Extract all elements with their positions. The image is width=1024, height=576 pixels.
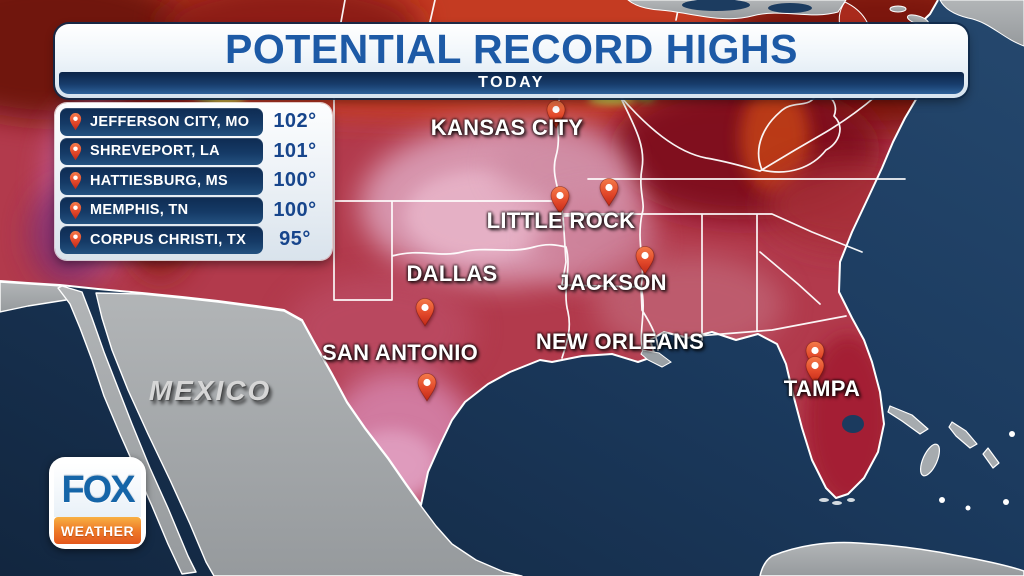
location-pin-icon bbox=[544, 99, 568, 129]
temperature-value: 101° bbox=[273, 139, 317, 162]
mississippi-delta bbox=[640, 349, 672, 368]
location-pin-icon bbox=[69, 172, 82, 190]
location-pin-icon bbox=[803, 355, 827, 385]
list-item: SHREVEPORT, LA 101° bbox=[60, 137, 327, 165]
location-pin-icon bbox=[597, 177, 621, 207]
city-pill: HATTIESBURG, MS bbox=[60, 167, 263, 195]
map-label-little-rock: LITTLE ROCK bbox=[486, 208, 636, 233]
city-name: HATTIESBURG, MS bbox=[90, 172, 228, 189]
us-coastline bbox=[0, 0, 939, 506]
subtitle-bar: TODAY bbox=[59, 72, 964, 94]
location-pin-icon bbox=[803, 340, 827, 370]
map-label-tampa: TAMPA bbox=[783, 376, 861, 401]
map-label-jackson: JACKSON bbox=[557, 270, 667, 295]
temperature-value: 102° bbox=[273, 110, 317, 133]
fox-weather-logo: FOX WEATHER bbox=[49, 457, 146, 549]
list-item: HATTIESBURG, MS 100° bbox=[60, 167, 327, 195]
city-name: JEFFERSON CITY, MO bbox=[90, 113, 250, 130]
location-pin-icon bbox=[633, 245, 657, 275]
baja-california bbox=[57, 285, 197, 575]
location-pin-icon bbox=[69, 201, 82, 219]
city-pill: SHREVEPORT, LA bbox=[60, 137, 263, 165]
location-pin-icon bbox=[548, 185, 572, 215]
record-highs-panel: JEFFERSON CITY, MO 102° SHREVEPORT, LA 1… bbox=[55, 103, 332, 260]
city-pill: JEFFERSON CITY, MO bbox=[60, 108, 263, 136]
list-item: CORPUS CHRISTI, TX 95° bbox=[60, 226, 327, 254]
temperature-value: 95° bbox=[279, 228, 311, 251]
page-title: POTENTIAL RECORD HIGHS bbox=[225, 26, 798, 72]
map-label-mexico: MEXICO bbox=[148, 375, 272, 406]
logo-division-text: WEATHER bbox=[54, 517, 141, 544]
location-pin-icon bbox=[415, 372, 439, 402]
mexico-landmass bbox=[0, 281, 523, 576]
lake-okeechobee bbox=[842, 415, 864, 433]
list-item: JEFFERSON CITY, MO 102° bbox=[60, 108, 327, 136]
map-label-san-antonio: SAN ANTONIO bbox=[321, 340, 479, 365]
temperature-value: 100° bbox=[273, 198, 317, 221]
bahamas-islands bbox=[887, 405, 1015, 511]
city-name: SHREVEPORT, LA bbox=[90, 143, 220, 160]
header-banner: POTENTIAL RECORD HIGHS TODAY bbox=[55, 24, 968, 98]
location-pin-icon bbox=[69, 142, 82, 160]
state-borders bbox=[333, 0, 929, 359]
city-name: CORPUS CHRISTI, TX bbox=[90, 231, 247, 248]
list-item: MEMPHIS, TN 100° bbox=[60, 196, 327, 224]
city-pill: MEMPHIS, TN bbox=[60, 196, 263, 224]
location-pin-icon bbox=[69, 231, 82, 249]
logo-network-text: FOX bbox=[54, 463, 141, 517]
temperature-value: 100° bbox=[273, 169, 317, 192]
location-pin-icon bbox=[69, 113, 82, 131]
map-label-dallas: DALLAS bbox=[406, 261, 498, 286]
city-pill: CORPUS CHRISTI, TX bbox=[60, 226, 263, 254]
city-name: MEMPHIS, TN bbox=[90, 202, 189, 219]
location-pin-icon bbox=[413, 297, 437, 327]
cuba-landmass bbox=[759, 541, 1024, 576]
map-label-kansas-city: KANSAS CITY bbox=[430, 115, 584, 140]
map-label-new-orleans: NEW ORLEANS bbox=[535, 329, 705, 354]
